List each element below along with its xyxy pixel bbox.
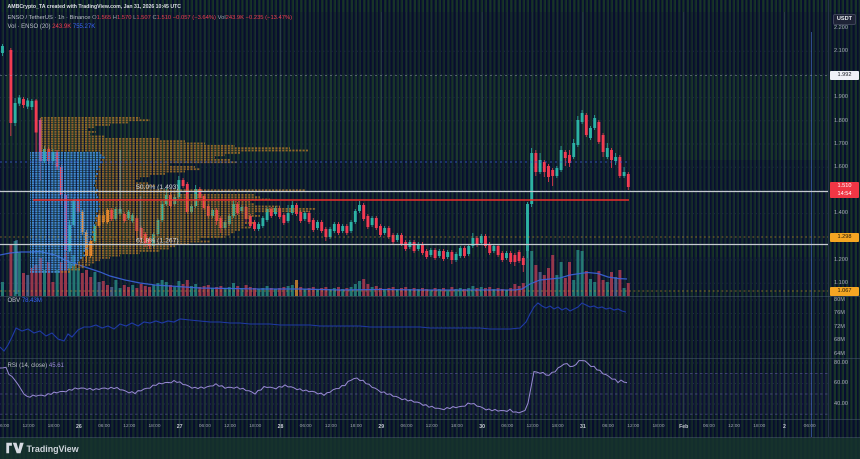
svg-text:61.8% (1.267): 61.8% (1.267) [136, 238, 179, 245]
svg-text:TradingView: TradingView [27, 444, 79, 454]
svg-text:50.0% (1.493): 50.0% (1.493) [136, 184, 179, 191]
